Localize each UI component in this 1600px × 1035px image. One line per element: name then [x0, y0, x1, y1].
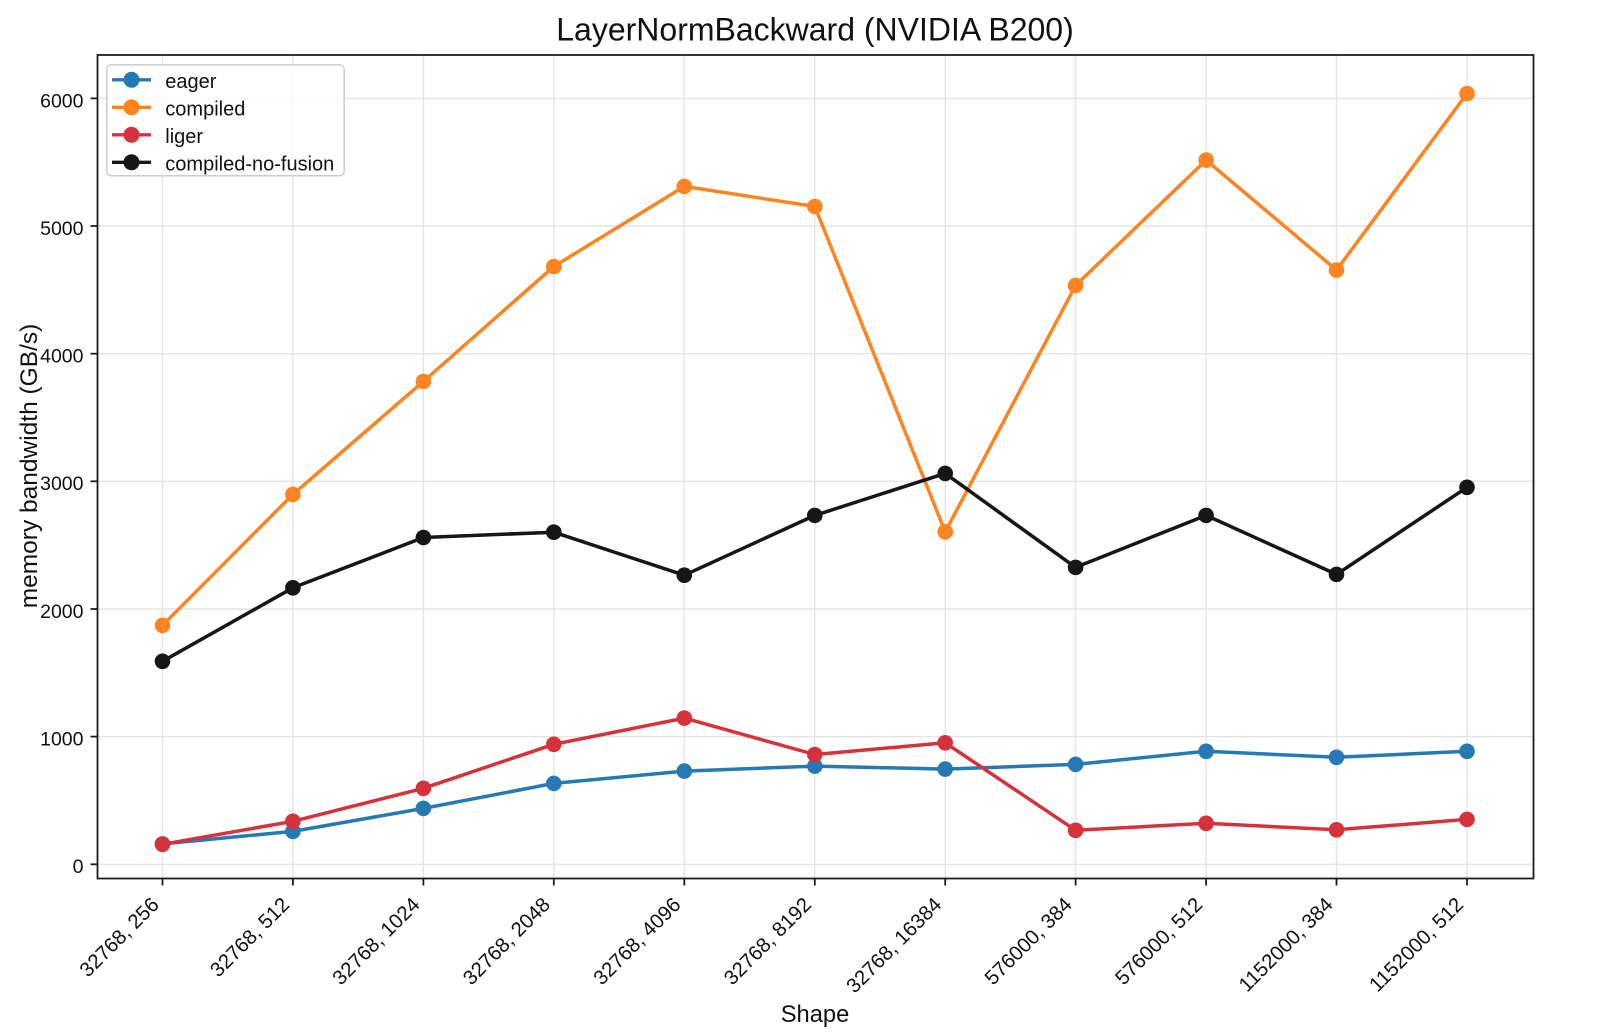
- svg-text:compiled: compiled: [165, 99, 245, 121]
- svg-text:LayerNormBackward (NVIDIA B200: LayerNormBackward (NVIDIA B200): [556, 12, 1074, 48]
- svg-text:Shape: Shape: [781, 1002, 850, 1028]
- svg-text:1000: 1000: [40, 729, 84, 751]
- svg-text:liger: liger: [165, 126, 203, 148]
- svg-text:5000: 5000: [40, 218, 84, 240]
- svg-text:compiled-no-fusion: compiled-no-fusion: [165, 154, 334, 176]
- svg-text:4000: 4000: [40, 346, 84, 368]
- svg-text:2000: 2000: [40, 601, 84, 623]
- svg-text:6000: 6000: [40, 90, 84, 112]
- svg-text:0: 0: [73, 856, 84, 878]
- svg-text:3000: 3000: [40, 473, 84, 495]
- svg-text:memory bandwidth (GB/s): memory bandwidth (GB/s): [16, 324, 43, 609]
- svg-text:eager: eager: [165, 71, 216, 93]
